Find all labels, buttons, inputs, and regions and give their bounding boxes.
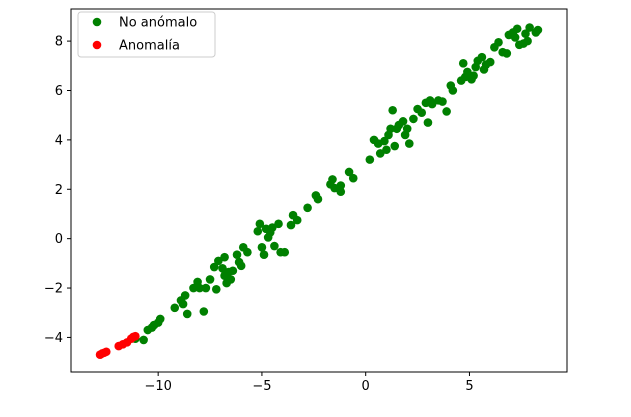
y-tick-label: −4 [44,331,63,346]
data-point [255,219,265,229]
data-point [390,141,400,151]
data-point [303,203,312,213]
data-point [201,283,211,293]
x-tick-label: 0 [362,379,370,394]
data-point [257,242,267,252]
data-point [180,291,190,300]
data-point [292,215,302,225]
data-point [510,33,520,42]
data-point [386,124,395,134]
y-tick-label: 6 [55,84,63,99]
data-point [199,307,209,316]
data-point [170,303,180,313]
legend-label: Anomalía [119,39,180,54]
data-point [280,247,290,257]
data-point [211,284,221,294]
data-point [155,314,165,324]
data-point [494,38,503,47]
data-point [268,223,277,232]
y-axis: −4 −2 0 2 4 6 8 [44,35,71,346]
legend-label: No anómalo [119,16,197,31]
data-point [232,250,242,260]
data-point [423,118,433,127]
data-point [228,266,238,276]
legend-marker [92,40,102,50]
axes-frame [70,8,568,373]
data-point [236,261,246,271]
data-point [427,99,437,109]
data-point [523,36,532,46]
data-point [448,86,458,95]
x-tick-label: −5 [252,379,271,394]
y-tick-label: 0 [55,232,63,247]
data-point [336,187,346,197]
data-point [512,24,522,34]
data-point [178,299,188,309]
data-point [502,49,512,58]
data-point [388,105,397,115]
data-point [226,275,236,284]
data-point [477,52,487,62]
data-point [533,25,543,35]
data-point [243,247,252,257]
data-point [438,97,447,106]
y-tick-label: 2 [55,183,63,198]
data-point [336,181,346,190]
data-point [220,252,229,262]
data-point [380,136,389,146]
data-point [101,347,111,357]
data-point [274,219,283,229]
legend-marker [92,17,102,27]
data-point [458,59,468,68]
data-point [131,331,140,341]
data-point [365,155,375,164]
data-point [348,173,358,183]
y-tick-label: −2 [44,282,63,297]
data-point [209,262,219,272]
y-tick-label: 4 [55,133,63,148]
data-point [253,226,263,236]
x-axis: −10 −5 0 5 [144,372,474,394]
data-point [404,139,414,148]
data-point [469,71,478,80]
data-point [286,220,296,230]
data-point [463,67,472,77]
legend-box [77,11,216,58]
data-point [205,275,215,284]
series-1 [95,331,140,360]
legend: No anómalo Anomalía [77,11,216,58]
data-point [525,23,534,32]
data-point [195,283,204,293]
data-point [382,145,391,155]
data-point [485,57,495,67]
series-0 [131,23,543,345]
data-point [375,149,385,158]
data-point [139,335,148,345]
data-point [417,108,427,118]
data-point [328,175,337,184]
plot-area [95,23,543,360]
data-point [259,250,269,260]
x-tick-label: 5 [465,379,473,394]
data-point [182,309,192,319]
data-point [189,283,198,293]
data-point [270,241,279,251]
y-tick-label: 8 [55,35,63,50]
data-point [402,124,412,134]
data-point [398,117,408,126]
data-point [442,107,451,116]
x-tick-label: −10 [144,379,171,394]
data-point [521,29,530,38]
data-point [344,167,354,177]
data-point [409,114,418,124]
data-point [214,256,223,266]
data-point [218,263,227,273]
data-point [313,194,323,204]
